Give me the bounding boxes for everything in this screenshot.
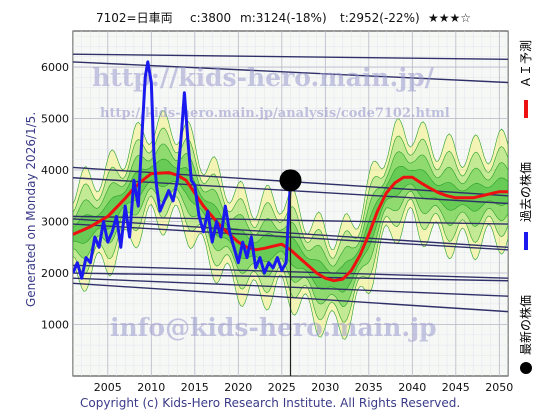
header-rating: ★★★☆	[428, 11, 471, 25]
y-tick-label: 1000	[41, 319, 69, 332]
generated-note: Generated on Monday 2026/1/5.	[24, 112, 38, 307]
header-current: c:3800	[190, 11, 231, 25]
y-tick-label: 5000	[41, 113, 69, 126]
legend-latest-dot	[520, 362, 532, 374]
y-tick-label: 2000	[41, 267, 69, 280]
x-axis: 2005 2010 2015 2020 2025 2030 2035 2040 2045 2050	[94, 381, 513, 394]
legend-latest-label: 最新の株価	[518, 295, 533, 355]
y-tick-label: 3000	[41, 216, 69, 229]
x-tick-label: 2020	[224, 381, 252, 394]
past-price-line	[73, 60, 292, 280]
latest-price-dot	[279, 169, 302, 192]
y-axis: 1000 2000 3000 4000 5000 6000	[41, 61, 69, 331]
watermark-email: info@kids-hero.main.jp	[110, 313, 437, 342]
legend: ＡＩ予測 過去の株価 最新の株価	[518, 40, 533, 374]
x-tick-label: 2035	[355, 381, 383, 394]
x-tick-label: 2040	[398, 381, 426, 394]
latest-layer	[279, 169, 302, 376]
x-tick-label: 2005	[94, 381, 122, 394]
y-tick-label: 6000	[41, 61, 69, 74]
x-tick-label: 2025	[268, 381, 296, 394]
x-tick-label: 2015	[181, 381, 209, 394]
y-tick-label: 4000	[41, 164, 69, 177]
legend-past-label: 過去の株価	[518, 162, 533, 222]
trend-line	[73, 53, 508, 61]
x-tick-label: 2030	[311, 381, 339, 394]
plot-content: http://kids-hero.main.jp/ http://kids-he…	[73, 31, 508, 376]
x-tick-label: 2045	[442, 381, 470, 394]
header-mid: m:3124(-18%)	[240, 11, 327, 25]
x-tick-label: 2010	[137, 381, 165, 394]
ai-forecast-line	[73, 171, 508, 283]
footer-copyright: Copyright (c) Kids-Hero Research Institu…	[80, 396, 460, 410]
series-layer	[73, 60, 508, 283]
trend-line	[73, 61, 508, 84]
band-core	[73, 158, 508, 293]
header-code-name: 7102=日車両	[96, 11, 173, 25]
x-tick-label: 2050	[485, 381, 513, 394]
legend-ai-label: ＡＩ予測	[519, 40, 533, 88]
header-target: t:2952(-22%)	[340, 11, 420, 25]
